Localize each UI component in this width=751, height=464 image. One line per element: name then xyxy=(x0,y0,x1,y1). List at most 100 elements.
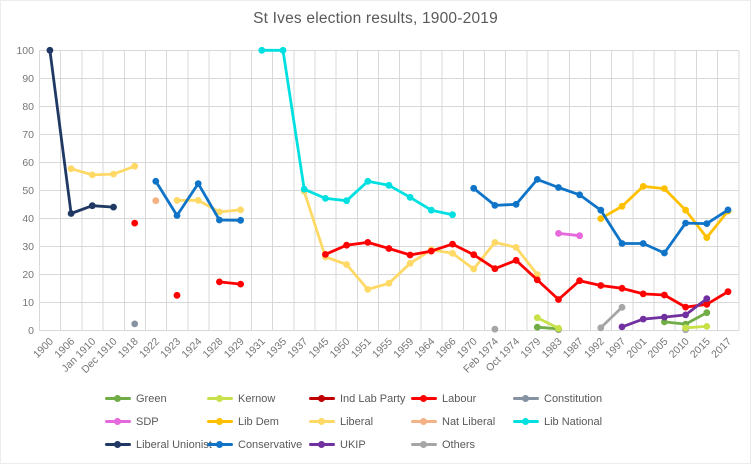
data-point-labour xyxy=(682,303,689,311)
data-point-labour xyxy=(576,277,583,285)
data-point-liberal xyxy=(216,208,223,216)
data-point-liberal-unionist xyxy=(46,46,54,54)
legend-dot-swatch xyxy=(114,418,121,425)
data-point-lib-dem xyxy=(639,183,647,190)
x-tick-label: 1945 xyxy=(306,336,331,361)
y-tick-label: 10 xyxy=(22,297,34,309)
y-tick-label: 40 xyxy=(22,213,34,225)
data-point-labour xyxy=(491,265,499,273)
series-nat-liberal xyxy=(152,197,160,205)
data-point-constitution xyxy=(131,320,139,328)
legend-label: Ind Lab Party xyxy=(340,392,406,405)
legend-dot-swatch xyxy=(114,395,121,402)
legend-label: SDP xyxy=(136,415,159,428)
data-point-kernow xyxy=(555,324,562,332)
series-liberal-unionist xyxy=(46,46,117,217)
legend-item-kernow: Kernow xyxy=(207,387,309,410)
series-lib-national xyxy=(258,46,456,219)
data-point-labour xyxy=(597,282,605,289)
data-point-others xyxy=(491,325,499,333)
data-point-conservative xyxy=(237,216,245,224)
data-point-liberal xyxy=(110,170,117,178)
x-tick-label: 1935 xyxy=(264,336,289,361)
legend-item-labour: Labour xyxy=(411,387,513,410)
data-point-liberal-unionist xyxy=(88,202,96,210)
legend-item-others: Others xyxy=(411,433,513,456)
y-tick-label: 70 xyxy=(22,129,34,141)
data-point-ukip xyxy=(618,323,626,331)
data-point-labour xyxy=(343,241,350,249)
legend-label: Labour xyxy=(442,392,477,405)
x-tick-label: 1959 xyxy=(391,336,416,361)
data-point-labour xyxy=(237,280,245,288)
x-tick-label: 1937 xyxy=(285,336,310,361)
series-ukip xyxy=(618,295,711,331)
series-line-green xyxy=(535,325,560,331)
data-point-labour xyxy=(661,291,668,299)
data-point-conservative xyxy=(152,177,160,185)
series-line-others xyxy=(599,305,624,330)
legend-marker-liberal-icon xyxy=(309,418,335,425)
legend-label: Constitution xyxy=(544,392,603,405)
x-tick-label: 1964 xyxy=(412,336,437,361)
legend-marker-others-icon xyxy=(411,441,437,448)
gridlines xyxy=(39,49,740,331)
data-point-lib-national xyxy=(300,185,308,193)
x-tick-label: 2005 xyxy=(646,336,671,361)
data-point-conservative xyxy=(682,219,689,227)
legend-marker-lib-national-icon xyxy=(513,418,539,425)
x-tick-label: 1928 xyxy=(201,336,226,361)
legend-label: Kernow xyxy=(238,392,276,405)
data-point-liberal xyxy=(237,206,245,214)
data-point-ukip xyxy=(639,315,647,323)
legend: Green Kernow Ind Lab Party Labour Constituti… xyxy=(1,387,751,456)
data-point-kernow xyxy=(682,324,689,332)
data-point-conservative xyxy=(194,180,202,188)
data-point-labour xyxy=(470,251,478,259)
legend-marker-labour-icon xyxy=(411,395,437,402)
data-point-ukip xyxy=(682,311,689,319)
legend-item-lib-national: Lib National xyxy=(513,410,615,433)
x-tick-label: 1900 xyxy=(31,336,56,361)
legend-label: Liberal xyxy=(340,415,374,428)
legend-marker-kernow-icon xyxy=(207,395,233,402)
y-tick-label: 0 xyxy=(28,325,34,337)
data-point-lib-dem xyxy=(682,206,689,214)
legend-dot-swatch xyxy=(420,418,427,425)
legend-marker-nat-liberal-icon xyxy=(411,418,437,425)
data-point-nat-liberal xyxy=(152,197,160,205)
data-point-liberal xyxy=(131,162,139,170)
data-point-conservative xyxy=(618,240,626,247)
data-point-labour xyxy=(385,245,393,252)
data-point-ukip xyxy=(661,313,668,321)
legend-label: Nat Liberal xyxy=(442,415,496,428)
data-point-liberal xyxy=(449,249,456,257)
data-point-conservative xyxy=(576,191,583,199)
legend-dot-swatch xyxy=(216,441,223,448)
data-point-labour xyxy=(406,251,414,259)
data-point-liberal xyxy=(88,171,96,179)
y-tick-label: 80 xyxy=(22,101,34,113)
data-point-conservative xyxy=(470,184,478,192)
data-point-lib-national xyxy=(449,211,456,219)
data-point-lib-dem xyxy=(703,234,711,242)
data-point-green xyxy=(703,309,711,317)
data-point-lib-national xyxy=(343,197,350,205)
data-point-green xyxy=(661,318,668,326)
series-line-sdp xyxy=(557,231,581,238)
data-point-lib-national xyxy=(322,195,329,202)
y-tick-label: 90 xyxy=(22,73,34,85)
data-point-others xyxy=(618,303,626,311)
x-tick-label: 1979 xyxy=(518,336,543,361)
series-line-labour xyxy=(323,240,730,309)
data-point-conservative xyxy=(533,176,541,183)
data-point-lib-dem xyxy=(661,185,668,193)
data-point-lib-national xyxy=(364,177,372,185)
data-point-labour xyxy=(427,247,435,255)
data-point-labour xyxy=(173,291,181,299)
series-conservative xyxy=(152,176,732,257)
x-tick-label: 1918 xyxy=(116,336,141,361)
data-point-conservative xyxy=(173,212,181,219)
x-tick-label: 2017 xyxy=(709,336,734,361)
